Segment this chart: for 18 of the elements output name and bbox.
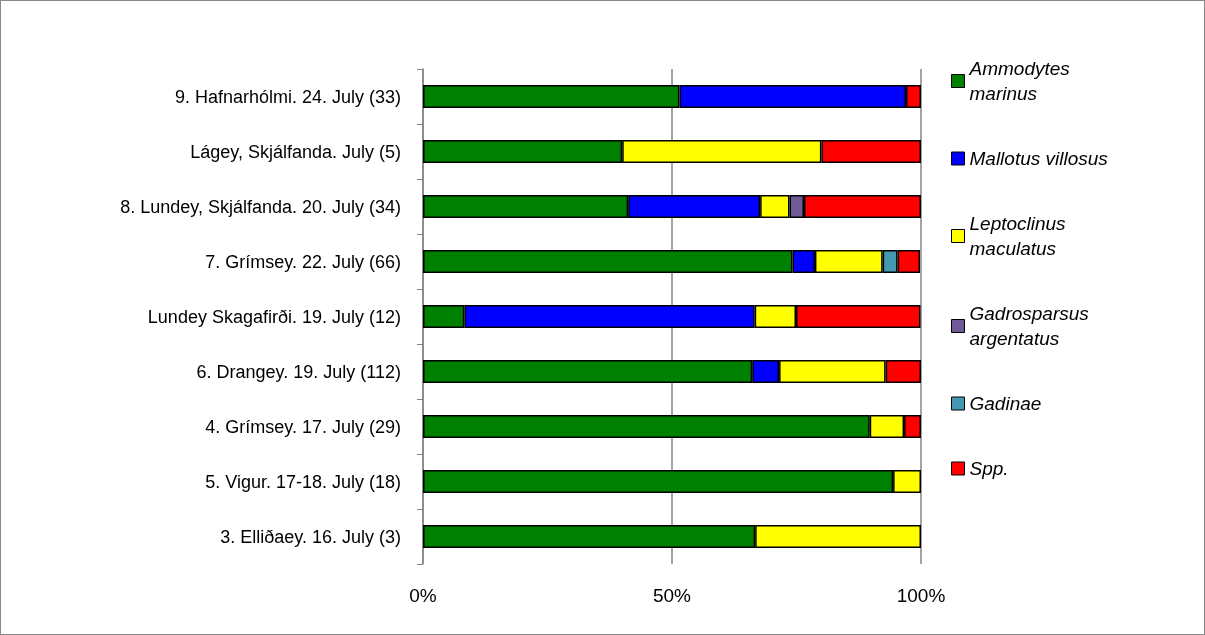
legend-label: Ammodytes marinus [968, 58, 1076, 104]
y-tick-label: 8. Lundey, Skjálfanda. 20. July (34) [120, 196, 401, 217]
y-tick-label: 6. Drangey. 19. July (112) [196, 361, 401, 382]
y-tick-label: 3. Elliðaey. 16. July (3) [220, 526, 401, 547]
legend-label: Spp. [969, 458, 1009, 479]
y-tick-label: 9. Hafnarhólmi. 24. July (33) [174, 86, 401, 107]
x-tick-label: 0% [409, 585, 437, 606]
y-tick-label: 4. Grímsey. 17. July (29) [205, 416, 401, 437]
y-tick-label: 7. Grímsey. 22. July (66) [205, 251, 401, 272]
y-tick-label: 5. Vigur. 17-18. July (18) [205, 471, 401, 492]
legend-label: Mallotus villosus [969, 148, 1109, 169]
y-tick-label: Lundey Skagafirði. 19. July (12) [147, 306, 401, 327]
y-tick-label: Lágey, Skjálfanda. July (5) [190, 141, 401, 162]
x-tick-label: 50% [652, 585, 692, 606]
x-tick-label: 100% [896, 585, 946, 606]
legend-label: Gadinae [969, 393, 1042, 414]
legend-label: Leptoclinus maculatus [969, 213, 1071, 259]
legend-label: Gadrosparsus argentatus [969, 303, 1095, 349]
